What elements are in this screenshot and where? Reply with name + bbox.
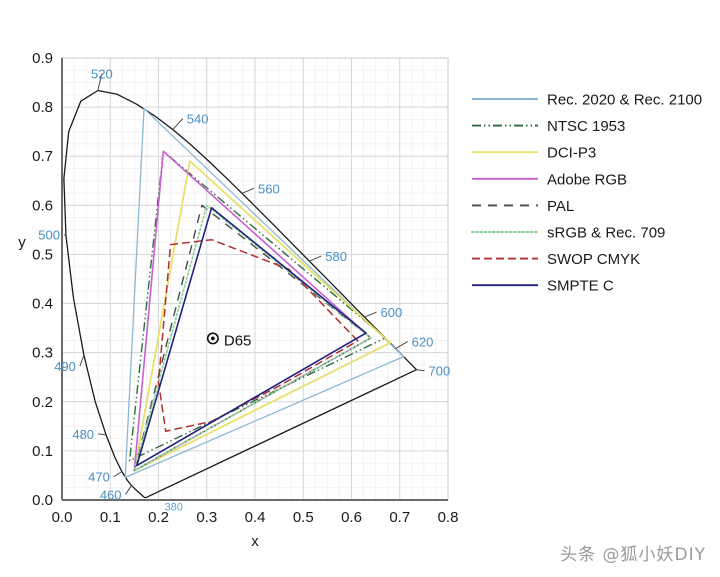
y-tick-label: 0.7 (32, 148, 53, 165)
gamut-polygon-1 (128, 150, 386, 462)
legend-label-7: SMPTE C (547, 278, 614, 295)
x-tick-label: 0.4 (245, 509, 266, 526)
x-tick-label: 0.6 (341, 509, 362, 526)
x-tick-label: 0.2 (148, 509, 169, 526)
y-tick-label: 0.5 (32, 246, 53, 263)
x-tick-label: 0.3 (196, 509, 217, 526)
wavelength-label-620: 620 (412, 335, 434, 350)
wavelength-label-520: 520 (91, 67, 113, 82)
wavelength-tick-500 (63, 234, 67, 237)
y-tick-label: 0.4 (32, 296, 53, 313)
gamut-polygon-6 (157, 238, 359, 432)
x-tick-label: 0.8 (438, 509, 459, 526)
y-axis-title: y (18, 234, 26, 251)
wavelength-tick-480 (97, 433, 107, 436)
d65-marker-ring (206, 332, 219, 345)
legend-label-1: NTSC 1953 (547, 118, 625, 135)
legend: Rec. 2020 & Rec. 2100 NTSC 1953 DCI-P3 Adob… (470, 92, 702, 295)
legend-label-6: SWOP CMYK (547, 251, 640, 268)
y-tick-label: 0.8 (32, 99, 53, 116)
gamut-polygons (124, 107, 405, 479)
wavelength-tick-620 (395, 341, 408, 350)
legend-label-4: PAL (547, 198, 574, 215)
legend-label-0: Rec. 2020 & Rec. 2100 (547, 92, 702, 109)
gamut-polygon-5 (133, 204, 372, 472)
gamut-polygon-7 (135, 206, 367, 467)
wavelength-tick-520 (97, 73, 103, 91)
plot-frame (61, 57, 449, 501)
axis-titles: xy (18, 234, 259, 550)
wavelength-tick-460 (125, 485, 132, 495)
y-tick-label: 0.1 (32, 443, 53, 460)
wavelength-tick-580 (309, 255, 322, 262)
gamut-polygon-2 (133, 160, 391, 472)
spectral-locus-curve (63, 89, 418, 499)
wavelength-label-490: 490 (54, 359, 76, 374)
x-axis-title: x (251, 533, 259, 550)
wavelength-tick-700 (416, 369, 425, 372)
wavelength-label-470: 470 (88, 470, 110, 485)
wavelength-annotations: 380 460 470 480 490 500 520 540 560 580 600 620 700 (38, 67, 450, 514)
y-tick-label: 0.2 (32, 394, 53, 411)
tick-labels: 0.0 0.1 0.2 0.3 0.4 0.5 0.6 0.7 0.8 0.0 0.1 0.2 0.3 0… (32, 50, 458, 526)
wavelength-tick-470 (113, 471, 123, 478)
legend-label-2: DCI-P3 (547, 145, 596, 162)
legend-label-3: Adobe RGB (547, 171, 627, 188)
white-point-d65: D65 (206, 332, 252, 349)
wavelength-label-480: 480 (72, 427, 94, 442)
wavelength-label-540: 540 (187, 112, 209, 127)
y-tick-label: 0.0 (32, 492, 53, 509)
wavelength-label-380: 380 (165, 502, 183, 514)
spectral-locus (63, 89, 418, 499)
wavelength-label-560: 560 (258, 181, 280, 196)
wavelength-label-500: 500 (38, 228, 60, 243)
x-tick-label: 0.0 (52, 509, 73, 526)
y-tick-label: 0.3 (32, 345, 53, 362)
d65-label: D65 (224, 332, 252, 349)
wavelength-tick-490 (79, 354, 85, 367)
wavelength-label-700: 700 (428, 364, 450, 379)
x-tick-label: 0.7 (389, 509, 410, 526)
x-tick-label: 0.5 (293, 509, 314, 526)
gamut-polygon-0 (124, 107, 405, 479)
wavelength-label-460: 460 (100, 487, 122, 502)
watermark: 头条 @狐小妖DIY (560, 545, 706, 565)
x-tick-label: 0.1 (100, 509, 121, 526)
d65-marker-dot (210, 336, 215, 341)
grid-layer (61, 57, 449, 501)
legend-label-5: sRGB & Rec. 709 (547, 225, 665, 242)
wavelength-tick-560 (241, 187, 255, 194)
wavelength-tick-600 (364, 311, 377, 318)
wavelength-tick-540 (172, 118, 184, 130)
y-tick-label: 0.9 (32, 50, 53, 67)
y-tick-label: 0.6 (32, 197, 53, 214)
wavelength-label-600: 600 (381, 305, 403, 320)
wavelength-label-580: 580 (325, 249, 347, 264)
